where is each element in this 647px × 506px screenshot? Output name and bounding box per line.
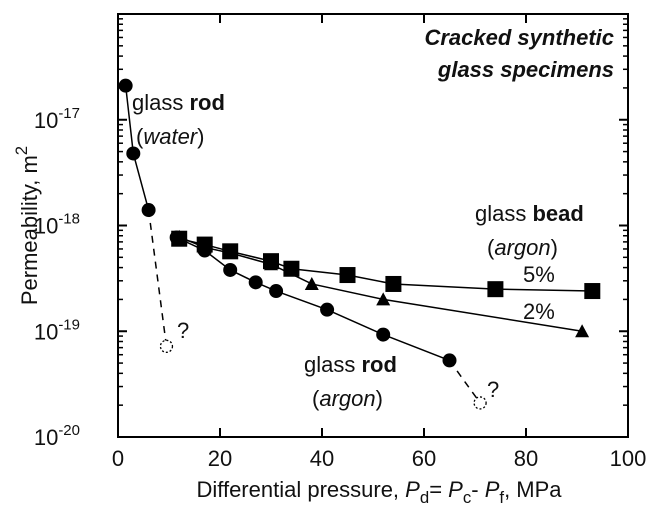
y-tick-base: 10 xyxy=(34,425,58,450)
text-segment: c xyxy=(463,488,471,506)
y-tick-exponent: -20 xyxy=(58,422,80,439)
x-tick-label: 40 xyxy=(310,446,334,471)
annotation: (water) xyxy=(136,124,204,149)
text-segment: ( xyxy=(136,124,144,149)
y-tick-exponent: -18 xyxy=(58,211,80,228)
marker xyxy=(487,281,504,298)
text-segment: d xyxy=(420,488,429,506)
annotation: glass rod xyxy=(304,352,397,377)
annotation: 2% xyxy=(523,299,555,324)
text-segment: ( xyxy=(312,386,320,411)
annotation: glass bead xyxy=(475,201,584,226)
marker xyxy=(141,203,156,218)
marker xyxy=(248,275,263,290)
text-segment: ? xyxy=(177,318,189,343)
marker xyxy=(118,78,133,93)
text-segment: , MPa xyxy=(504,477,562,502)
marker xyxy=(263,253,279,270)
text-segment: P xyxy=(448,477,463,502)
y-tick-base: 10 xyxy=(34,214,58,239)
y-tick-label: 10-18 xyxy=(34,211,80,239)
marker xyxy=(222,243,239,260)
marker xyxy=(575,324,590,338)
annotation: Cracked synthetic xyxy=(424,25,614,50)
y-tick-exponent: -17 xyxy=(58,105,80,122)
text-segment: = xyxy=(429,477,448,502)
annotation: ? xyxy=(487,377,499,402)
text-segment: P xyxy=(485,477,500,502)
text-segment: rod xyxy=(361,352,396,377)
annotation: glass specimens xyxy=(437,57,614,82)
series-line xyxy=(176,236,450,362)
annotation: (argon) xyxy=(487,235,558,260)
text-segment: Cracked synthetic xyxy=(424,25,614,50)
x-tick-label: 0 xyxy=(112,446,124,471)
y-tick-base: 10 xyxy=(34,108,58,133)
marker xyxy=(376,292,391,306)
text-segment: bead xyxy=(532,201,583,226)
series-line xyxy=(147,209,168,347)
text-segment: ( xyxy=(487,235,495,260)
text-segment: 2% xyxy=(523,299,555,324)
text-segment: f xyxy=(499,488,504,506)
text-segment: glass xyxy=(132,90,189,115)
marker xyxy=(304,276,319,290)
text-segment: ? xyxy=(487,377,499,402)
marker xyxy=(171,230,188,247)
marker xyxy=(584,283,601,300)
marker xyxy=(126,146,141,161)
marker xyxy=(159,339,174,353)
marker xyxy=(269,284,284,299)
marker xyxy=(320,302,335,317)
y-tick-label: 10-17 xyxy=(34,105,80,133)
text-segment: argon xyxy=(494,235,550,260)
y-tick-exponent: -19 xyxy=(58,316,80,333)
annotation: (argon) xyxy=(312,386,383,411)
annotation: glass rod xyxy=(132,90,225,115)
text-segment: 5% xyxy=(523,262,555,287)
text-segment: ) xyxy=(551,235,558,260)
text-segment: Differential pressure, xyxy=(196,477,405,502)
text-segment: glass specimens xyxy=(437,57,614,82)
text-segment: glass xyxy=(304,352,361,377)
marker xyxy=(196,236,213,253)
x-tick-label: 80 xyxy=(514,446,538,471)
marker xyxy=(376,327,391,342)
y-tick-label: 10-19 xyxy=(34,316,80,344)
text-segment: P xyxy=(405,477,420,502)
x-axis-title: Differential pressure, Pd= Pc- Pf, MPa xyxy=(196,477,562,506)
text-segment: 2 xyxy=(12,146,31,155)
series-line xyxy=(448,359,481,404)
text-segment: argon xyxy=(319,386,375,411)
marker xyxy=(385,275,402,292)
y-tick-base: 10 xyxy=(34,319,58,344)
marker xyxy=(283,260,300,277)
x-tick-label: 60 xyxy=(412,446,436,471)
x-tick-label: 100 xyxy=(610,446,647,471)
text-segment: ) xyxy=(376,386,383,411)
text-segment: - xyxy=(471,477,484,502)
y-axis-title: Permeability, m2 xyxy=(12,146,42,305)
annotation: 5% xyxy=(523,262,555,287)
marker xyxy=(223,262,238,277)
text-segment: water xyxy=(143,124,198,149)
annotation: ? xyxy=(177,318,189,343)
marker xyxy=(473,396,487,410)
marker xyxy=(442,353,457,368)
text-segment: glass xyxy=(475,201,532,226)
text-segment: rod xyxy=(189,90,224,115)
text-segment: Permeability, m xyxy=(17,155,42,305)
text-segment: ) xyxy=(197,124,204,149)
x-tick-label: 20 xyxy=(208,446,232,471)
marker xyxy=(339,267,356,284)
y-tick-label: 10-20 xyxy=(34,422,80,450)
